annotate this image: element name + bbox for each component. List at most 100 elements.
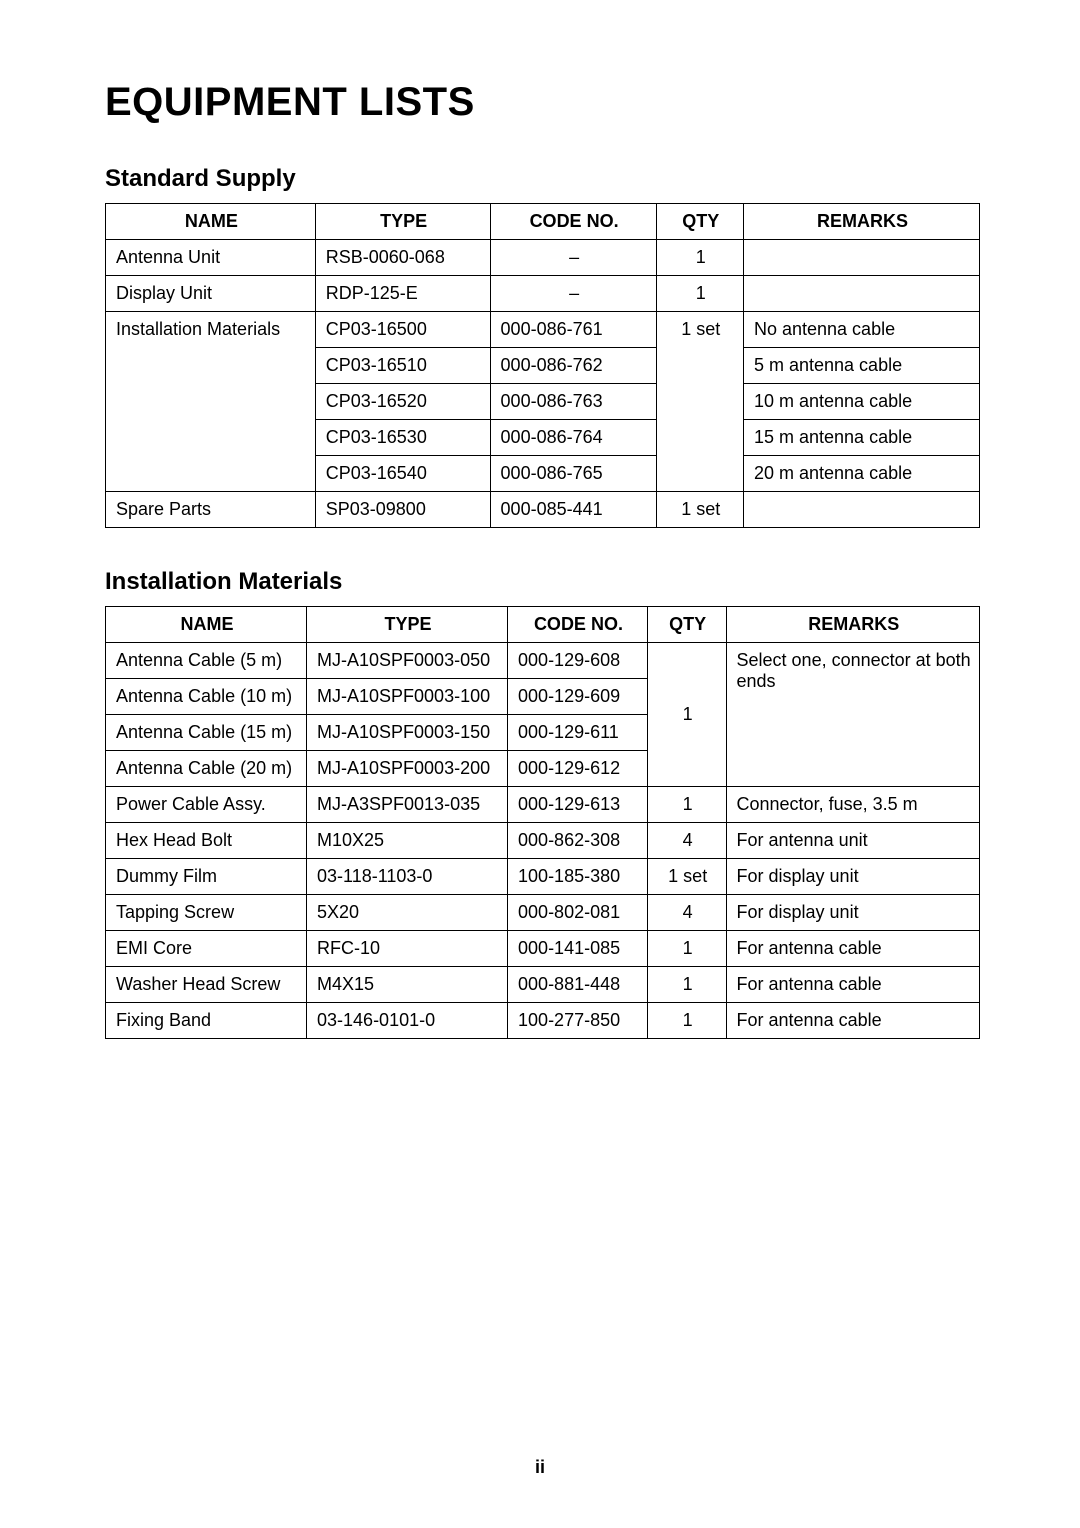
col-type: Type (315, 204, 490, 240)
col-qty: Qty (647, 607, 726, 643)
cell-type: M10X25 (307, 823, 508, 859)
cell-name: Antenna Cable (5 m) (106, 643, 307, 679)
cell-qty: 1 (647, 643, 726, 787)
cell-name: Antenna Unit (106, 240, 316, 276)
cell-type: CP03-16520 (315, 384, 490, 420)
cell-name: Installation Materials (106, 312, 316, 492)
cell-code: 000-129-609 (508, 679, 648, 715)
cell-type: MJ-A3SPF0013-035 (307, 787, 508, 823)
col-remarks: Remarks (726, 607, 979, 643)
cell-qty: 1 (647, 787, 726, 823)
cell-code: 000-129-608 (508, 643, 648, 679)
cell-qty: 1 (656, 276, 743, 312)
cell-code: 000-086-763 (490, 384, 656, 420)
installation-materials-table: Name Type Code No. Qty Remarks Antenna C… (105, 606, 980, 1039)
col-name: Name (106, 607, 307, 643)
cell-remarks: For antenna unit (726, 823, 979, 859)
cell-remarks: For display unit (726, 895, 979, 931)
page-title: EQUIPMENT LISTS (105, 80, 980, 125)
cell-remarks: 15 m antenna cable (743, 420, 979, 456)
table-header-row: Name Type Code No. Qty Remarks (106, 204, 980, 240)
cell-type: 03-118-1103-0 (307, 859, 508, 895)
col-type: Type (307, 607, 508, 643)
cell-code: 000-129-613 (508, 787, 648, 823)
cell-remarks (743, 276, 979, 312)
table-row: EMI Core RFC-10 000-141-085 1 For antenn… (106, 931, 980, 967)
cell-type: 03-146-0101-0 (307, 1003, 508, 1039)
cell-code: 100-185-380 (508, 859, 648, 895)
cell-code: – (490, 276, 656, 312)
table-row: Antenna Cable (5 m) MJ-A10SPF0003-050 00… (106, 643, 980, 679)
cell-code: 000-862-308 (508, 823, 648, 859)
table-header-row: Name Type Code No. Qty Remarks (106, 607, 980, 643)
cell-remarks: 20 m antenna cable (743, 456, 979, 492)
cell-name: Antenna Cable (20 m) (106, 751, 307, 787)
table-row: Dummy Film 03-118-1103-0 100-185-380 1 s… (106, 859, 980, 895)
cell-name: Display Unit (106, 276, 316, 312)
table-row: Tapping Screw 5X20 000-802-081 4 For dis… (106, 895, 980, 931)
table-row: Hex Head Bolt M10X25 000-862-308 4 For a… (106, 823, 980, 859)
cell-remarks: Connector, fuse, 3.5 m (726, 787, 979, 823)
cell-type: RDP-125-E (315, 276, 490, 312)
cell-name: Washer Head Screw (106, 967, 307, 1003)
cell-type: RFC-10 (307, 931, 508, 967)
cell-qty: 1 (647, 931, 726, 967)
col-remarks: Remarks (743, 204, 979, 240)
cell-code: 000-086-765 (490, 456, 656, 492)
section-heading-standard-supply: Standard Supply (105, 165, 980, 193)
cell-code: 000-086-764 (490, 420, 656, 456)
cell-code: 000-086-761 (490, 312, 656, 348)
section-heading-installation-materials: Installation Materials (105, 568, 980, 596)
cell-name: Dummy Film (106, 859, 307, 895)
cell-type: MJ-A10SPF0003-150 (307, 715, 508, 751)
cell-code: 000-129-612 (508, 751, 648, 787)
cell-type: CP03-16510 (315, 348, 490, 384)
cell-code: 000-085-441 (490, 492, 656, 528)
cell-remarks: 5 m antenna cable (743, 348, 979, 384)
cell-name: Tapping Screw (106, 895, 307, 931)
cell-qty: 1 set (647, 859, 726, 895)
cell-type: CP03-16500 (315, 312, 490, 348)
cell-code: 000-141-085 (508, 931, 648, 967)
cell-type: MJ-A10SPF0003-050 (307, 643, 508, 679)
col-qty: Qty (656, 204, 743, 240)
cell-name: Antenna Cable (10 m) (106, 679, 307, 715)
cell-type: CP03-16540 (315, 456, 490, 492)
cell-qty: 1 set (656, 492, 743, 528)
table-row: Installation Materials CP03-16500 000-08… (106, 312, 980, 348)
cell-remarks (743, 492, 979, 528)
cell-qty: 4 (647, 895, 726, 931)
document-page: EQUIPMENT LISTS Standard Supply Name Typ… (0, 0, 1080, 1039)
cell-type: MJ-A10SPF0003-100 (307, 679, 508, 715)
table-row: Display Unit RDP-125-E – 1 (106, 276, 980, 312)
standard-supply-table: Name Type Code No. Qty Remarks Antenna U… (105, 203, 980, 528)
cell-qty: 1 (656, 240, 743, 276)
cell-type: MJ-A10SPF0003-200 (307, 751, 508, 787)
cell-remarks: For display unit (726, 859, 979, 895)
cell-qty: 1 (647, 1003, 726, 1039)
cell-type: RSB-0060-068 (315, 240, 490, 276)
cell-type: SP03-09800 (315, 492, 490, 528)
cell-type: 5X20 (307, 895, 508, 931)
cell-remarks: For antenna cable (726, 1003, 979, 1039)
cell-code: 100-277-850 (508, 1003, 648, 1039)
cell-remarks: Select one, connector at both ends (726, 643, 979, 787)
cell-name: Spare Parts (106, 492, 316, 528)
col-code: Code No. (508, 607, 648, 643)
cell-name: Antenna Cable (15 m) (106, 715, 307, 751)
cell-remarks: 10 m antenna cable (743, 384, 979, 420)
cell-remarks (743, 240, 979, 276)
cell-name: Power Cable Assy. (106, 787, 307, 823)
table-row: Antenna Unit RSB-0060-068 – 1 (106, 240, 980, 276)
table-row: Spare Parts SP03-09800 000-085-441 1 set (106, 492, 980, 528)
col-code: Code No. (490, 204, 656, 240)
cell-code: 000-129-611 (508, 715, 648, 751)
cell-qty: 1 set (656, 312, 743, 492)
cell-name: Hex Head Bolt (106, 823, 307, 859)
cell-qty: 1 (647, 967, 726, 1003)
col-name: Name (106, 204, 316, 240)
cell-type: M4X15 (307, 967, 508, 1003)
cell-remarks: For antenna cable (726, 931, 979, 967)
cell-remarks: For antenna cable (726, 967, 979, 1003)
page-number: ii (0, 1457, 1080, 1478)
